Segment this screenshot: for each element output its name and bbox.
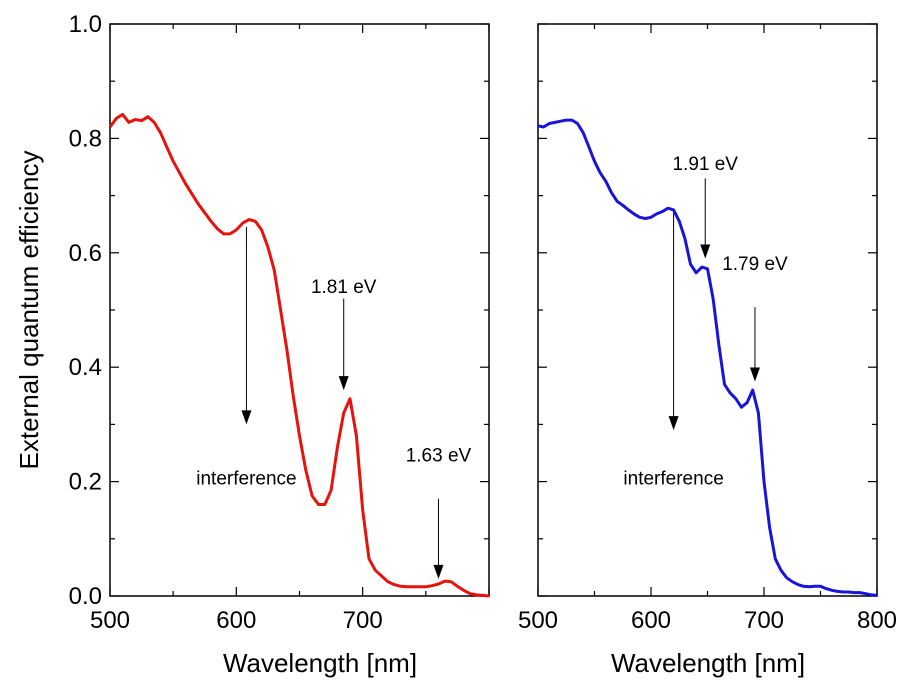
y-tick-label: 0.0 <box>69 583 102 610</box>
eqe-series-line <box>537 118 878 597</box>
panel-frame <box>537 23 878 597</box>
annotation-arrowhead <box>433 564 444 579</box>
annotation-label: 1.81 eV <box>311 277 377 298</box>
x-tick-label: 700 <box>744 607 784 634</box>
y-tick-label: 1.0 <box>69 11 102 38</box>
x-tick-label: 500 <box>518 607 558 634</box>
x-tick-label: 800 <box>857 607 897 634</box>
annotation-label: interference <box>623 468 723 489</box>
x-tick-label: 600 <box>631 607 671 634</box>
annotation-arrowhead <box>700 244 711 259</box>
y-tick-label: 0.4 <box>69 354 102 381</box>
annotation-arrowhead <box>338 376 349 391</box>
x-tick-label: 700 <box>343 607 383 634</box>
annotation-label: 1.63 eV <box>406 446 472 467</box>
left-panel: 500 600 700 0.0 0.2 0.4 0.6 0.8 1.0 1.81 eV 1.63 … <box>69 11 490 678</box>
y-tick-label: 0.8 <box>69 125 102 152</box>
annotation-arrowhead <box>749 367 760 382</box>
right-x-axis-title: Wavelength [nm] <box>611 648 805 678</box>
left-x-axis-title: Wavelength [nm] <box>223 648 417 678</box>
right-panel: 500 600 700 800 1.91 eV1.79 eVinterference … <box>518 23 897 678</box>
x-tick-label: 600 <box>216 607 256 634</box>
annotation-label: 1.91 eV <box>672 154 738 175</box>
annotation-arrowhead <box>668 416 679 431</box>
eqe-series-line <box>108 112 490 598</box>
x-tick-label: 500 <box>90 607 130 634</box>
y-axis-title: External quantum efficiency <box>14 151 44 470</box>
y-tick-label: 0.6 <box>69 240 102 267</box>
annotation-label: interference <box>196 468 296 489</box>
annotation-label: 1.79 eV <box>722 254 788 275</box>
y-tick-label: 0.2 <box>69 469 102 496</box>
annotation-arrowhead <box>241 410 252 425</box>
panel-frame <box>109 23 490 597</box>
